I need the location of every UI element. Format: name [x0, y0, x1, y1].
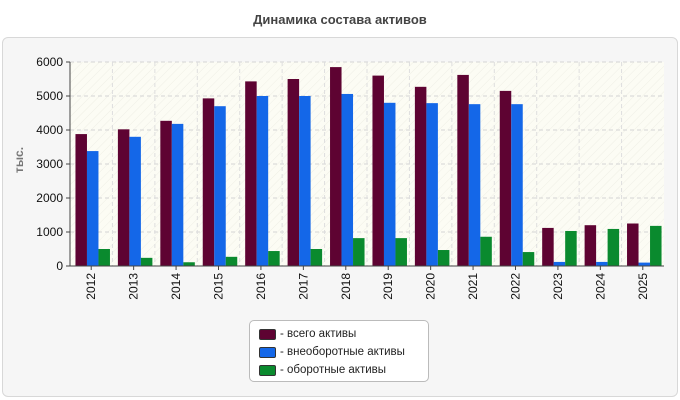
legend-item-total: - всего активы: [259, 325, 428, 343]
x-tick-label: 2022: [509, 273, 523, 300]
bar-2016-s1: [256, 96, 269, 266]
bar-2016-s2: [268, 251, 280, 266]
legend-swatch: [259, 364, 276, 376]
bar-2022-s2: [522, 252, 535, 266]
x-tick-label: 2024: [593, 273, 607, 300]
y-axis: 0 1000 2000 3000 4000 5000 6000: [36, 55, 71, 273]
bar-2013-s2: [140, 257, 153, 266]
y-tick-label: 5000: [36, 89, 63, 103]
y-tick-label: 0: [56, 259, 63, 273]
bar-2012-s0: [75, 134, 87, 266]
x-tick-label: 2013: [127, 273, 141, 300]
bar-2019-s0: [372, 75, 384, 266]
x-tick-label: 2012: [84, 273, 98, 300]
bar-2019-s2: [395, 238, 407, 266]
legend-label: - внеоборотные активы: [280, 346, 405, 358]
bar-2012-s1: [86, 151, 99, 266]
bar-2022-s1: [511, 104, 523, 266]
bar-2022-s0: [499, 90, 512, 267]
bar-2015-s1: [214, 106, 226, 266]
chart-title: Динамика состава активов: [253, 12, 427, 27]
bar-2020-s0: [414, 86, 427, 266]
bar-2018-s0: [330, 67, 342, 266]
legend-label: - оборотные активы: [280, 364, 387, 376]
x-tick-label: 2025: [636, 273, 650, 300]
bar-2017-s0: [287, 79, 300, 266]
x-axis: 2012 2013 2014 2015 2016 2017 2018 2019 2020 2021…: [70, 265, 664, 300]
x-tick-label: 2023: [551, 273, 565, 300]
bar-2023-s2: [565, 230, 577, 266]
bar-2015-s2: [225, 256, 238, 266]
bar-2017-s2: [310, 249, 323, 266]
legend-swatch: [259, 346, 276, 358]
legend-item-current: - оборотные активы: [259, 361, 428, 379]
bar-2013-s1: [129, 136, 141, 266]
bar-2014-s0: [160, 120, 172, 266]
bar-2020-s1: [426, 103, 438, 266]
x-tick-label: 2018: [339, 273, 353, 300]
x-tick-label: 2014: [169, 273, 183, 300]
bar-2016-s0: [245, 81, 257, 266]
x-tick-label: 2019: [381, 273, 395, 300]
y-tick-label: 2000: [36, 191, 63, 205]
bar-2019-s1: [383, 102, 396, 266]
bar-2014-s2: [183, 262, 195, 266]
bar-2025-s0: [627, 223, 639, 266]
bar-2013-s0: [117, 129, 130, 266]
bars: [75, 67, 662, 267]
bar-2017-s1: [299, 96, 311, 266]
legend-label: - всего активы: [280, 328, 357, 340]
bar-2023-s0: [542, 227, 554, 266]
bar-2024-s1: [596, 261, 608, 266]
bar-2021-s2: [480, 236, 492, 266]
x-tick-label: 2016: [254, 273, 268, 300]
x-tick-label: 2015: [212, 273, 226, 300]
y-tick-label: 4000: [36, 123, 63, 137]
y-tick-label: 1000: [36, 225, 63, 239]
x-tick-label: 2017: [296, 273, 310, 300]
legend-swatch: [259, 328, 276, 340]
bar-2012-s2: [98, 249, 110, 266]
bar-2018-s2: [353, 238, 365, 266]
bar-2024-s2: [607, 228, 620, 266]
bar-2025-s1: [638, 262, 651, 266]
bar-2020-s2: [437, 250, 450, 266]
x-tick-label: 2020: [424, 273, 438, 300]
bar-2024-s0: [584, 225, 597, 266]
y-tick-label: 3000: [36, 157, 63, 171]
bar-2025-s2: [650, 225, 662, 266]
y-axis-label: тыс.: [12, 147, 26, 173]
bar-2023-s1: [553, 261, 566, 266]
legend-item-noncurrent: - внеоборотные активы: [259, 343, 428, 361]
bar-2015-s0: [202, 98, 215, 266]
bar-2021-s1: [468, 104, 481, 266]
bar-2018-s1: [341, 93, 354, 267]
legend: - всего активы - внеоборотные активы - о…: [249, 320, 429, 382]
x-tick-label: 2021: [466, 273, 480, 300]
bar-2014-s1: [171, 123, 184, 266]
y-tick-label: 6000: [36, 55, 63, 69]
bar-2021-s0: [457, 74, 469, 266]
